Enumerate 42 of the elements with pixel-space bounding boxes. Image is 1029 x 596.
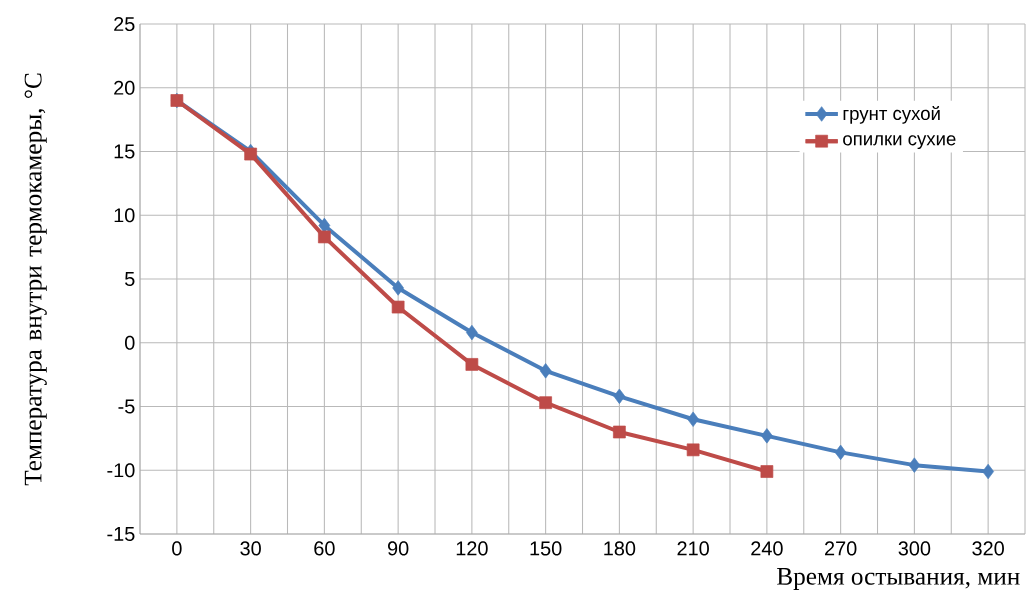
point <box>687 411 699 427</box>
point <box>465 358 479 371</box>
point <box>539 396 552 410</box>
x-tick-label: 150 <box>530 541 562 556</box>
legend-label: грунт сухой <box>843 106 940 124</box>
y-tick-label: 10 <box>114 208 135 223</box>
y-tick-label: -15 <box>107 527 135 541</box>
x-tick-label: 210 <box>677 541 709 556</box>
x-tick-label: 270 <box>825 541 857 556</box>
point <box>908 457 921 473</box>
x-tick-label: 180 <box>604 541 636 556</box>
point <box>982 463 994 480</box>
x-tick-label: 300 <box>898 541 931 556</box>
x-tick-label: 60 <box>314 541 335 556</box>
point <box>539 363 552 379</box>
x-tick-label: 320 <box>972 541 1004 556</box>
x-tick-label: 90 <box>387 541 409 556</box>
y-tick-label: 15 <box>114 144 135 159</box>
point <box>760 465 774 478</box>
x-tick-label: 120 <box>456 541 488 556</box>
y-tick-label: -10 <box>107 463 135 478</box>
x-tick-label: 240 <box>751 541 783 556</box>
point <box>466 324 478 341</box>
point <box>686 443 700 457</box>
y-axis-title: Температура внутри термокамеры, °С <box>24 73 47 486</box>
point <box>613 425 626 439</box>
point <box>244 147 257 161</box>
point <box>761 428 773 444</box>
x-tick-label: 0 <box>172 541 182 556</box>
point <box>318 230 331 244</box>
y-tick-label: 20 <box>114 80 135 95</box>
y-tick-label: 25 <box>114 16 135 32</box>
y-tick-label: -5 <box>118 399 135 414</box>
x-tick-label: 30 <box>240 541 261 556</box>
point <box>613 388 626 404</box>
y-tick-label: 0 <box>125 335 135 350</box>
point <box>391 300 405 314</box>
legend-label: опилки сухие <box>843 135 956 150</box>
x-axis-title: Время остывания, мин <box>777 568 1020 590</box>
y-tick-label: 5 <box>125 272 135 286</box>
point <box>834 444 847 461</box>
point <box>392 280 404 296</box>
